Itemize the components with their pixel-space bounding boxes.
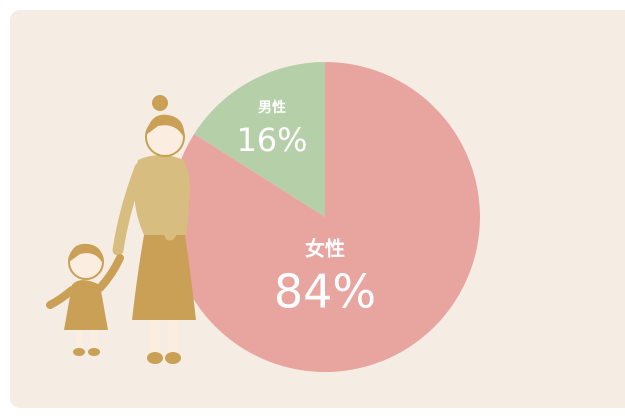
pie-slice [170, 62, 481, 373]
slice-name: 女性 [305, 237, 345, 261]
slice-name: 男性 [258, 99, 286, 116]
pie [170, 62, 481, 373]
illustration [46, 95, 196, 364]
slice-value-label: 16% [236, 121, 307, 159]
slice-value-label: 84% [274, 265, 376, 319]
pie-slice [194, 62, 325, 217]
